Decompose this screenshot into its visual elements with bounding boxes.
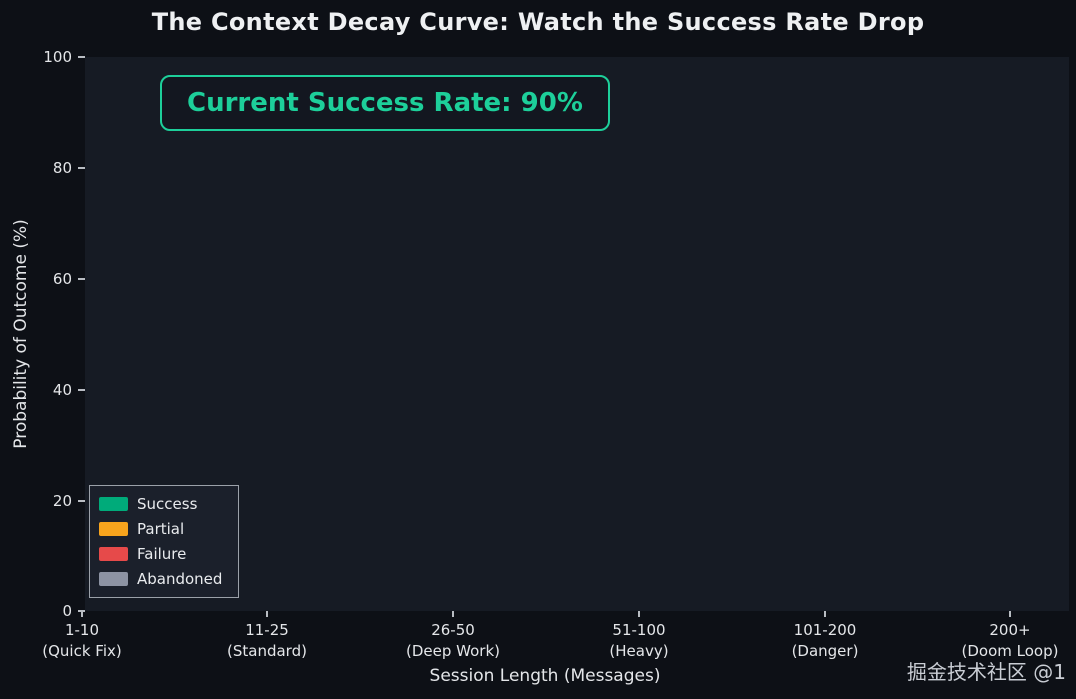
x-tick-mark — [638, 611, 640, 617]
x-tick-range: 1-10 — [64, 621, 100, 639]
x-tick-range: 26-50 — [431, 621, 475, 639]
legend-swatch-success — [99, 497, 128, 511]
legend-label-failure: Failure — [137, 545, 187, 563]
x-axis-label: Session Length (Messages) — [429, 666, 661, 686]
y-tick-label-40: 40 — [52, 381, 72, 399]
x-tick-label-quick-fix: 1-10 (Quick Fix) — [0, 620, 177, 662]
legend-label-abandoned: Abandoned — [137, 570, 223, 588]
x-tick-label-danger: 101-200 (Danger) — [730, 620, 920, 662]
y-tick-mark — [78, 278, 85, 280]
x-tick-range: 51-100 — [612, 621, 666, 639]
x-tick-caption: (Quick Fix) — [42, 642, 122, 660]
current-success-rate-badge: Current Success Rate: 90% — [160, 75, 610, 131]
y-tick-label-60: 60 — [52, 270, 72, 288]
y-tick-label-0: 0 — [62, 602, 72, 620]
x-tick-mark — [824, 611, 826, 617]
x-tick-caption: (Heavy) — [609, 642, 669, 660]
y-tick-label-100: 100 — [43, 48, 72, 66]
y-axis-label: Probability of Outcome (%) — [11, 219, 31, 449]
y-tick-label-80: 80 — [52, 159, 72, 177]
x-tick-label-standard: 11-25 (Standard) — [172, 620, 362, 662]
x-tick-mark — [452, 611, 454, 617]
y-tick-mark — [78, 500, 85, 502]
chart-title: The Context Decay Curve: Watch the Succe… — [151, 8, 925, 36]
legend-item-success: Success — [99, 495, 222, 513]
x-tick-range: 11-25 — [245, 621, 289, 639]
x-tick-mark — [1009, 611, 1011, 617]
x-tick-label-deep-work: 26-50 (Deep Work) — [358, 620, 548, 662]
chart-legend: Success Partial Failure Abandoned — [89, 485, 240, 598]
legend-label-partial: Partial — [137, 520, 185, 538]
legend-swatch-failure — [99, 547, 128, 561]
y-tick-mark — [78, 167, 85, 169]
x-tick-caption: (Danger) — [791, 642, 859, 660]
legend-swatch-partial — [99, 522, 128, 536]
current-success-rate-text: Current Success Rate: 90% — [187, 88, 583, 118]
legend-item-partial: Partial — [99, 520, 222, 538]
x-tick-caption: (Deep Work) — [406, 642, 500, 660]
y-tick-mark — [78, 389, 85, 391]
legend-item-failure: Failure — [99, 545, 222, 563]
x-tick-label-doom-loop: 200+ (Doom Loop) — [915, 620, 1076, 662]
y-tick-label-20: 20 — [52, 492, 72, 510]
legend-swatch-abandoned — [99, 572, 128, 586]
x-tick-caption: (Doom Loop) — [961, 642, 1059, 660]
x-tick-mark — [266, 611, 268, 617]
x-tick-label-heavy: 51-100 (Heavy) — [544, 620, 734, 662]
x-tick-caption: (Standard) — [227, 642, 307, 660]
y-tick-mark — [78, 56, 85, 58]
x-tick-range: 101-200 — [793, 621, 857, 639]
x-tick-range: 200+ — [989, 621, 1031, 639]
watermark-text: 掘金技术社区 @1 — [906, 660, 1066, 684]
plot-area: Current Success Rate: 90% Success Partia… — [85, 57, 1069, 611]
x-tick-mark — [81, 611, 83, 617]
legend-label-success: Success — [137, 495, 198, 513]
legend-item-abandoned: Abandoned — [99, 570, 222, 588]
